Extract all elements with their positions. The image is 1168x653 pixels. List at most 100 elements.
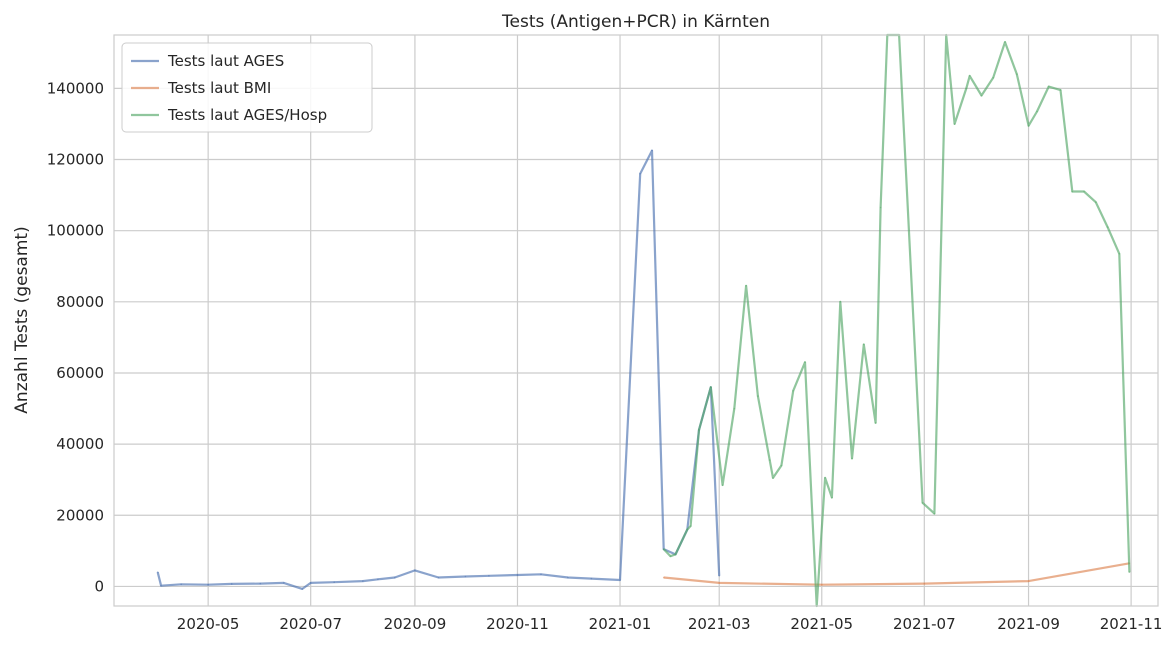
series-line: [662, 33, 1131, 608]
data-point: [1059, 89, 1062, 91]
legend-label: Tests laut AGES/Hosp: [167, 106, 327, 124]
data-point: [792, 390, 794, 392]
x-tick-label: 2021-09: [997, 615, 1060, 633]
data-point: [669, 555, 672, 557]
data-point: [874, 422, 877, 424]
series-group: [662, 33, 1131, 608]
data-point: [686, 528, 689, 531]
data-point: [689, 525, 692, 527]
series-lines: [156, 33, 1131, 608]
data-point: [804, 361, 806, 364]
data-point: [1036, 110, 1038, 113]
data-point: [1095, 201, 1097, 203]
data-point: [1083, 190, 1085, 193]
data-point: [768, 459, 771, 461]
data-point: [180, 583, 182, 586]
data-point: [824, 477, 826, 479]
x-tick-label: 2021-07: [893, 615, 956, 633]
data-point: [662, 576, 665, 579]
data-point: [863, 343, 865, 346]
data-point: [1118, 253, 1121, 255]
y-tick-label: 20000: [56, 506, 104, 524]
data-point: [721, 484, 724, 486]
data-point: [718, 582, 720, 584]
x-tick-label: 2021-03: [688, 615, 751, 633]
data-point: [745, 285, 747, 287]
data-point: [1128, 571, 1131, 573]
x-tick-label: 2020-05: [177, 615, 240, 633]
data-point: [698, 429, 700, 431]
data-point: [718, 575, 720, 577]
x-tick-label: 2020-07: [279, 615, 342, 633]
data-point: [1071, 190, 1074, 193]
data-point: [619, 579, 621, 581]
data-point: [1016, 73, 1018, 75]
data-point: [1004, 41, 1006, 43]
y-tick-label: 140000: [47, 79, 104, 97]
data-point: [733, 407, 736, 410]
data-point: [651, 149, 653, 152]
plot-frame: [113, 34, 1159, 607]
data-point: [394, 576, 396, 579]
x-tick-label: 2021-05: [790, 615, 853, 633]
y-tick-label: 80000: [56, 293, 104, 311]
data-point: [590, 577, 593, 580]
data-point: [259, 582, 262, 585]
data-point: [772, 477, 774, 479]
legend: Tests laut AGES Tests laut BMI Tests laut …: [121, 42, 373, 133]
data-point: [1047, 85, 1050, 88]
data-point: [207, 583, 209, 586]
x-tick-label: 2020-11: [486, 615, 549, 633]
data-point: [488, 575, 490, 577]
data-point: [567, 576, 569, 579]
data-point: [851, 457, 853, 460]
data-point: [674, 553, 677, 556]
data-point: [933, 512, 936, 515]
data-point: [992, 76, 994, 79]
y-tick-label: 120000: [47, 151, 104, 169]
x-tick-label: 2021-01: [589, 615, 652, 633]
grid: [114, 35, 1158, 606]
x-tick-labels: 2020-05 2020-07 2020-09 2020-11 2021-01 2021-…: [177, 615, 1163, 633]
y-tick-label: 0: [94, 577, 104, 595]
y-tick-label: 60000: [56, 364, 104, 382]
x-tick-label: 2020-09: [384, 615, 447, 633]
data-point: [301, 588, 304, 590]
legend-box: [121, 42, 373, 133]
x-tick-label: 2021-11: [1100, 615, 1163, 633]
data-point: [362, 580, 364, 582]
data-point: [980, 94, 983, 97]
data-point: [662, 548, 665, 550]
data-point: [309, 582, 312, 584]
data-point: [710, 386, 712, 389]
data-point: [839, 301, 842, 303]
y-tick-labels: 0 20000 40000 60000 80000 100000 120000 140000: [47, 79, 104, 595]
y-tick-label: 100000: [47, 222, 104, 240]
data-point: [921, 502, 924, 504]
data-point: [377, 578, 379, 581]
data-point: [283, 582, 285, 584]
data-point: [230, 583, 233, 585]
data-point: [965, 87, 968, 90]
y-tick-label: 40000: [56, 435, 104, 453]
data-point: [1027, 580, 1030, 582]
data-point: [333, 581, 336, 583]
series-line: [663, 562, 1130, 586]
data-point: [1027, 124, 1030, 127]
data-point: [953, 123, 956, 125]
data-point: [968, 75, 971, 77]
data-point: [464, 575, 467, 578]
data-point: [923, 582, 926, 585]
data-point: [879, 206, 882, 209]
legend-label: Tests laut AGES: [167, 52, 284, 70]
data-point: [821, 583, 823, 586]
data-point: [160, 584, 162, 587]
chart-title: Tests (Antigen+PCR) in Kärnten: [501, 12, 770, 32]
data-point: [437, 576, 440, 579]
data-point: [757, 395, 759, 397]
data-point: [639, 172, 641, 175]
data-point: [414, 569, 416, 572]
data-point: [156, 571, 159, 573]
legend-label: Tests laut BMI: [167, 79, 271, 97]
